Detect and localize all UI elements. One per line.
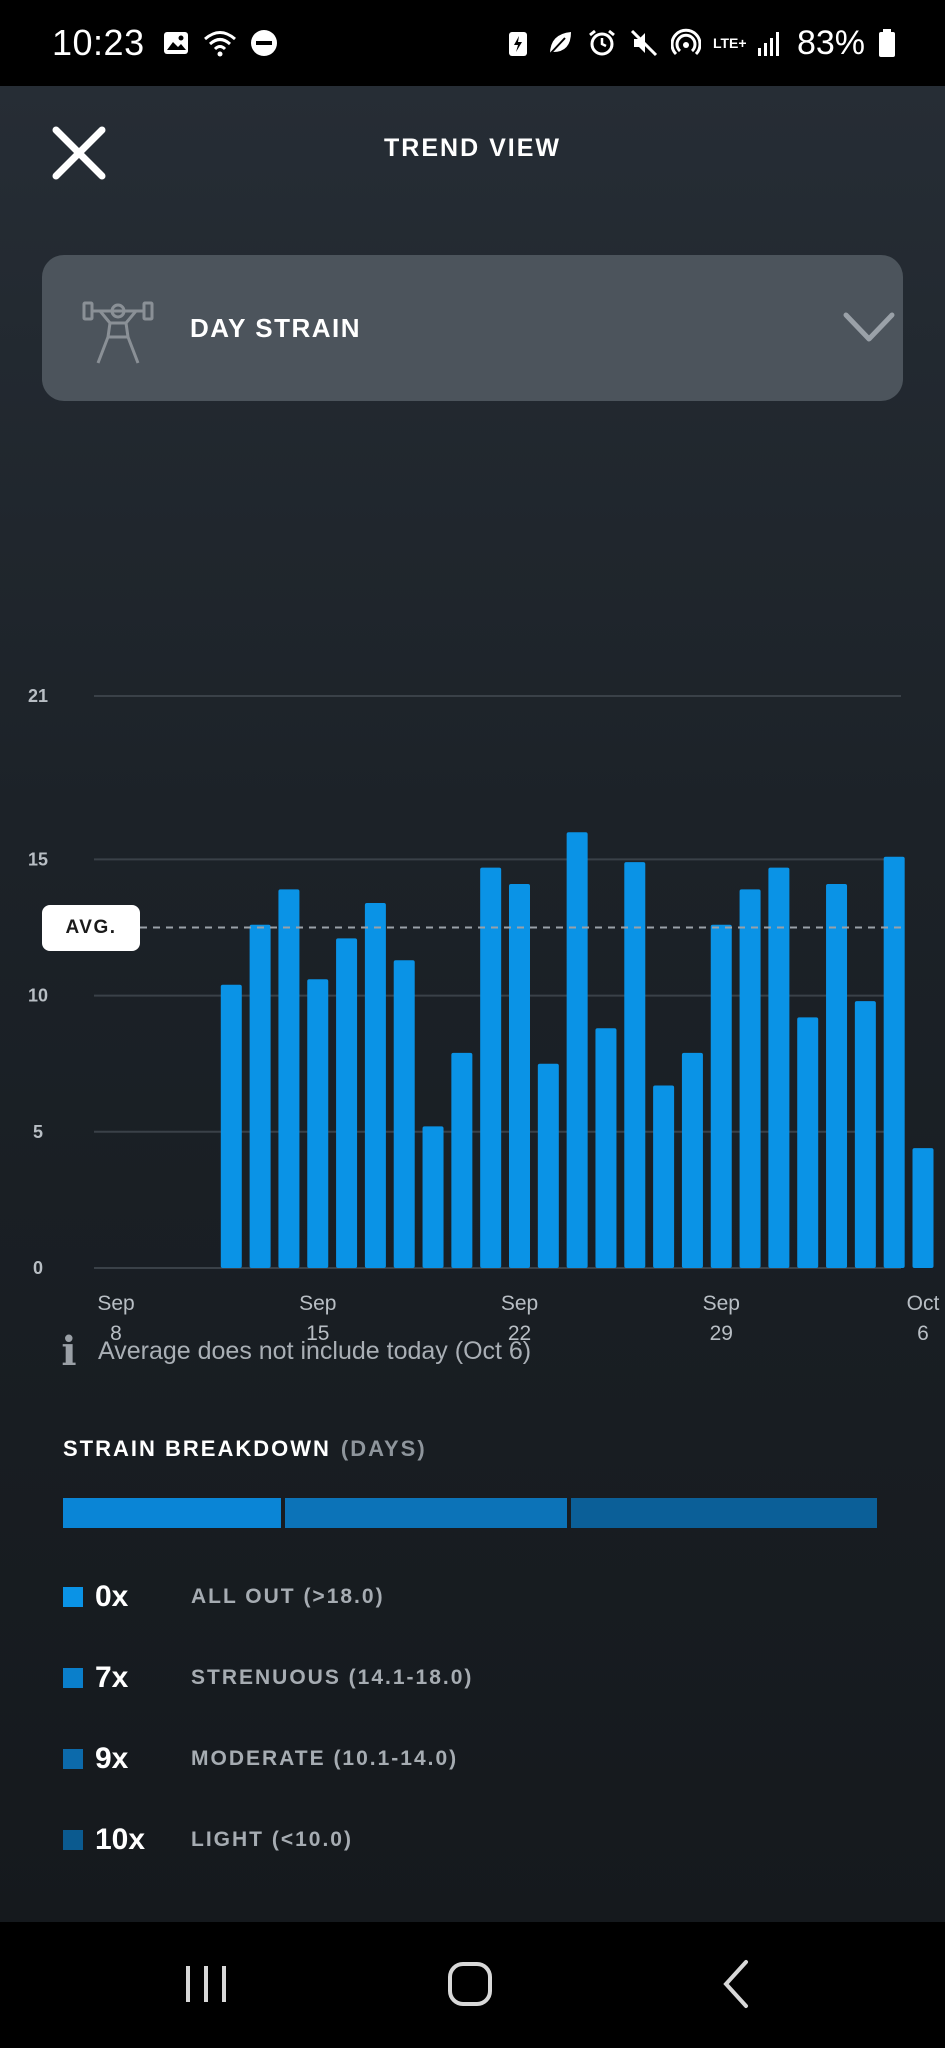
strain-bar: [653, 1085, 675, 1268]
back-icon[interactable]: [706, 1954, 766, 2014]
dnd-icon: [250, 30, 277, 56]
strain-bar: [681, 1052, 703, 1268]
strain-bar: [336, 938, 358, 1268]
breakdown-title-text: STRAIN BREAKDOWN: [63, 1436, 331, 1461]
leaf-icon: [549, 32, 571, 55]
breakdown-count: 10x: [95, 1823, 146, 1856]
y-tick-label: 0: [33, 1258, 43, 1278]
info-icon: i: [61, 1327, 77, 1375]
y-tick-label: 5: [33, 1122, 43, 1142]
breakdown-swatch: [63, 1749, 83, 1769]
metric-label: DAY STRAIN: [190, 313, 362, 343]
recent-apps-icon[interactable]: [176, 1954, 236, 2014]
status-right-icons: LTE+ 83%: [503, 24, 897, 63]
avg-badge: AVG.: [42, 904, 140, 951]
strain-bar: [393, 960, 415, 1268]
x-tick-month: Oct: [907, 1292, 940, 1315]
chevron-down-icon: [843, 312, 895, 342]
breakdown-title: STRAIN BREAKDOWN (DAYS): [63, 1436, 427, 1462]
strain-bar: [480, 867, 502, 1268]
x-tick-month: Sep: [703, 1292, 740, 1315]
breakdown-count: 0x: [95, 1580, 129, 1613]
strain-bar: [854, 1001, 876, 1268]
page-title: TREND VIEW: [384, 134, 561, 162]
wifi-icon: [203, 31, 236, 57]
average-note: i Average does not include today (Oct 6): [54, 1326, 531, 1376]
y-tick-label: 21: [28, 686, 48, 706]
breakdown-swatch: [63, 1668, 83, 1688]
strain-bar: [307, 979, 329, 1268]
close-icon[interactable]: [50, 124, 108, 182]
lte-icon: LTE+: [712, 35, 747, 51]
x-tick-day: 15: [306, 1322, 329, 1345]
x-tick-month: Sep: [501, 1292, 538, 1315]
breakdown-row: 7x STRENUOUS (14.1-18.0): [63, 1656, 883, 1700]
breakdown-label: ALL OUT (>18.0): [191, 1585, 385, 1608]
strain-bar: [220, 984, 242, 1268]
strain-bar: [826, 883, 848, 1268]
bar-chart-svg: 0 5 10 15 21 Sep 8 Sep 15 Sep 22 Sep 29 Oct 6: [28, 686, 940, 1345]
strain-bar: [566, 832, 588, 1268]
weightlifter-icon: [82, 301, 154, 364]
battery-percent: 83%: [796, 23, 865, 62]
status-left-icons: [161, 28, 279, 58]
trend-view-screen: TREND VIEW DAY STRAIN 0 5 10 15 21 Sep 8 Sep 15 S…: [0, 86, 945, 1922]
breakdown-count: 9x: [95, 1742, 129, 1775]
breakdown-segment: [284, 1498, 567, 1528]
x-tick-month: Sep: [97, 1292, 134, 1315]
strain-trend-chart: 0 5 10 15 21 Sep 8 Sep 15 Sep 22 Sep 29 Oct 6 AVG.: [0, 586, 945, 1356]
strain-bar: [883, 856, 905, 1268]
home-icon[interactable]: [440, 1954, 500, 2014]
battery-icon: [879, 29, 895, 57]
breakdown-bar: [63, 1498, 877, 1528]
breakdown-label: MODERATE (10.1-14.0): [191, 1747, 459, 1770]
strain-bar: [422, 1126, 444, 1268]
battery-saver-icon: [508, 32, 527, 56]
breakdown-row: 0x ALL OUT (>18.0): [63, 1575, 883, 1619]
header: TREND VIEW: [0, 86, 945, 214]
breakdown-label: LIGHT (<10.0): [191, 1828, 353, 1851]
strain-bar: [710, 924, 732, 1268]
breakdown-swatch: [63, 1830, 83, 1850]
x-tick-day: 8: [110, 1322, 122, 1345]
strain-bar: [595, 1028, 617, 1268]
strain-bar: [509, 883, 530, 1268]
y-tick-label: 15: [28, 849, 48, 869]
strain-bar: [451, 1052, 473, 1268]
y-tick-label: 10: [28, 986, 48, 1006]
strain-bar: [278, 889, 300, 1268]
strain-bar: [537, 1063, 559, 1268]
average-note-text: Average does not include today (Oct 6): [98, 1336, 532, 1365]
breakdown-subtitle: (DAYS): [340, 1436, 427, 1461]
strain-bar: [797, 1017, 819, 1268]
strain-bar: [912, 1148, 934, 1268]
strain-bar: [249, 924, 271, 1268]
x-tick-day: 22: [508, 1322, 531, 1345]
breakdown-row: 10x LIGHT (<10.0): [63, 1818, 883, 1862]
x-tick-day: 6: [917, 1322, 929, 1345]
gallery-icon: [163, 32, 188, 54]
status-time: 10:23: [52, 22, 145, 63]
breakdown-row: 9x MODERATE (10.1-14.0): [63, 1737, 883, 1781]
x-tick-month: Sep: [299, 1292, 336, 1315]
breakdown-segment: [570, 1498, 877, 1528]
strain-bar: [768, 867, 790, 1268]
alarm-icon: [589, 29, 615, 56]
mute-icon: [630, 29, 657, 57]
strain-bar: [364, 903, 386, 1268]
x-tick-day: 29: [710, 1322, 733, 1345]
signal-icon: [757, 32, 779, 56]
strain-bar: [739, 889, 761, 1268]
status-bar: 10:23 LTE+ 83%: [0, 0, 945, 86]
breakdown-count: 7x: [95, 1661, 129, 1694]
metric-dropdown[interactable]: DAY STRAIN: [42, 255, 903, 401]
breakdown-label: STRENUOUS (14.1-18.0): [191, 1666, 474, 1689]
hotspot-icon: [670, 28, 701, 56]
breakdown-segment: [63, 1498, 281, 1528]
navigation-bar: [0, 1922, 945, 2048]
breakdown-swatch: [63, 1587, 83, 1607]
strain-bar: [624, 862, 646, 1268]
